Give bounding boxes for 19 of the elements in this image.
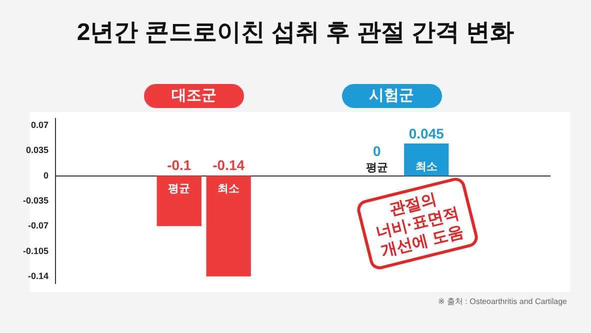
- data-label: 0.045: [408, 126, 444, 142]
- x-tick-label: 평균: [366, 162, 388, 174]
- y-tick-label: 0: [44, 170, 49, 180]
- text: 시험군: [342, 84, 442, 108]
- y-tick-label: 0.07: [30, 120, 49, 130]
- x-tick-label: 평균: [168, 182, 190, 195]
- data-label: -0.14: [212, 156, 245, 173]
- chart-title: 2년간 콘드로이친 섭취 후 관절 간격 변화: [76, 18, 516, 48]
- y-tick-label: 0.035: [26, 145, 49, 156]
- x-tick-label: 최소: [218, 182, 240, 195]
- y-tick-label: -0.035: [22, 195, 49, 206]
- y-tick-label: -0.105: [22, 246, 49, 256]
- data-label: -0.1: [167, 156, 192, 173]
- text: 대조군: [144, 84, 244, 108]
- y-tick-label: -0.14: [28, 270, 49, 281]
- data-label: 0: [373, 142, 382, 159]
- y-tick-label: -0.07: [28, 220, 49, 231]
- x-tick-label: 최소: [415, 160, 438, 173]
- text: ※ 출처 : Osteoarthritis and Cartilage: [438, 296, 567, 307]
